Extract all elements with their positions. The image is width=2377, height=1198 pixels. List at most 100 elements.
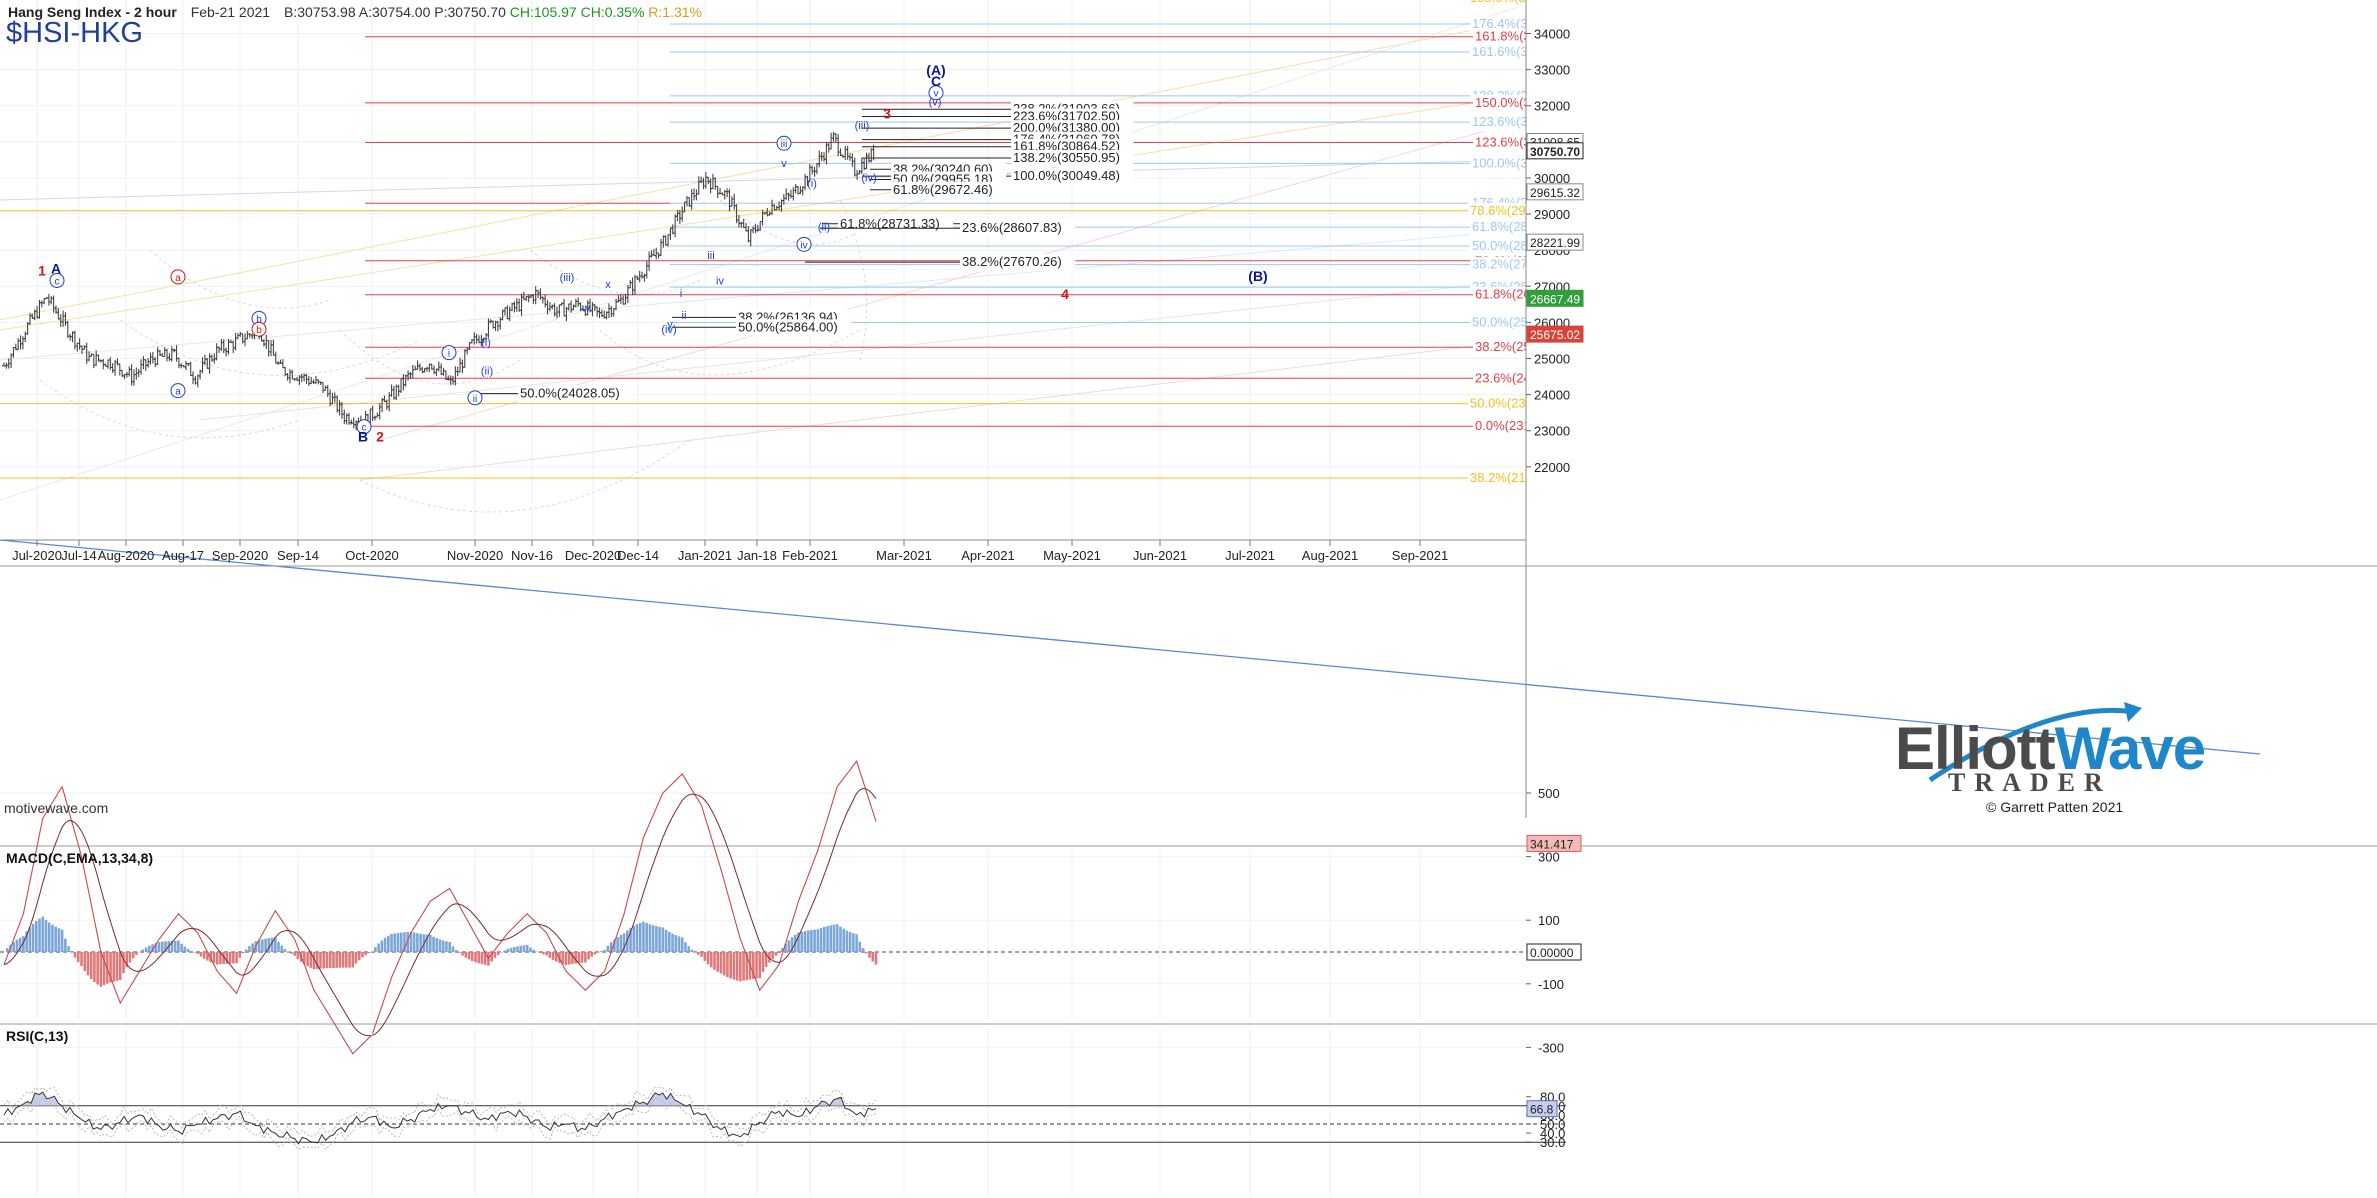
wave-label: w (581, 303, 590, 315)
wave-circle (49, 272, 65, 288)
time-axis-label: Jan-18 (737, 548, 777, 563)
projection-label: 38.2%(27670.26) (962, 254, 1062, 269)
header-change-pct: CH:0.35% (580, 4, 645, 20)
price-axis-marker-label: 28221.99 (1530, 236, 1580, 250)
wave-label: a (175, 387, 181, 398)
wave-label: i (680, 288, 682, 300)
projection-label: 50.0%(25864.00) (738, 319, 838, 334)
watermark: motivewave.com (4, 800, 109, 816)
wave-label: 1 (38, 262, 46, 278)
price-axis-label: 22000 (1534, 460, 1570, 475)
trend-fan-line (0, 4, 1525, 501)
wave-label: 2 (376, 429, 384, 445)
wave-label: (ii) (481, 366, 493, 378)
rsi-oversold-fill (317, 1142, 322, 1143)
wave-label: v (781, 158, 787, 170)
header-range: R:1.31% (648, 4, 702, 20)
copyright: © Garrett Patten 2021 (1986, 799, 2124, 815)
macd-value-marker (1526, 834, 1582, 852)
time-axis-label: Jan-2021 (678, 548, 732, 563)
wave-circle (251, 321, 267, 337)
price-axis-label: 23000 (1534, 424, 1570, 439)
header-change: CH:105.97 (509, 4, 577, 20)
price-axis-bg (1526, 0, 2377, 540)
price-axis-marker-label: 29615.32 (1530, 186, 1580, 200)
wave-circle (928, 85, 944, 101)
projection-label: 61.8%(29672.46) (893, 182, 993, 197)
header-price: P:30750.70 (434, 4, 506, 20)
wave-label: (iii) (855, 120, 870, 132)
price-axis-marker-label: 26667.49 (1530, 292, 1580, 306)
wave-label: ii (682, 310, 687, 322)
price-axis-label: 32000 (1534, 99, 1570, 114)
rsi-overbought-fill (50, 1096, 55, 1106)
wave-label: (B) (1248, 268, 1267, 284)
cycle-arc (719, 199, 861, 245)
price-axis-marker-label: 25675.02 (1530, 328, 1580, 342)
logo: ElliottWave (1895, 714, 2206, 783)
macd-axis-label: 300 (1538, 850, 1560, 865)
price-axis-label: 29000 (1534, 207, 1570, 222)
projection-label: 23.6%(28607.83) (962, 220, 1062, 235)
wave-label: (i) (807, 178, 817, 190)
time-axis-label: Dec-2020 (565, 548, 621, 563)
macd-line (3, 760, 877, 1055)
wave-label: v (934, 89, 939, 100)
wave-label: (A) (926, 62, 945, 78)
rsi-line (3, 1091, 877, 1145)
wave-circle (467, 390, 483, 406)
projection-label: 50.0%(24028.05) (520, 386, 620, 401)
wave-label: y (667, 319, 673, 331)
projection-label-bg (1011, 168, 1134, 186)
trend-fan-line (359, 339, 1525, 481)
rsi-axis-label: 40.0 (1540, 1126, 1565, 1141)
cycle-arc (529, 249, 701, 296)
time-axis-label: Mar-2021 (876, 548, 932, 563)
rsi-title: RSI(C,13) (6, 1028, 69, 1044)
time-axis-label: Feb-2021 (782, 548, 838, 563)
wave-label: c (55, 276, 60, 287)
trend-fan-line (0, 94, 1525, 331)
projection-label-bg (891, 181, 1007, 199)
logo-arrow-icon (2124, 702, 2142, 722)
time-axis-label: Apr-2021 (961, 548, 1014, 563)
cycle-arc (39, 379, 301, 439)
price-axis-label: 30000 (1534, 171, 1570, 186)
price-axis-label: 24000 (1534, 388, 1570, 403)
wave-label: (i) (481, 337, 491, 349)
instrument-title: Hang Seng Index - 2 hour (8, 4, 177, 20)
symbol-label: $HSI-HKG (6, 17, 143, 49)
time-axis-label: Jul-2020 (12, 548, 62, 563)
rsi-overbought-fill (821, 1101, 826, 1106)
trend-fan-line (0, 19, 1525, 321)
wave-label: (iv) (661, 324, 676, 336)
price-axis-label: 25000 (1534, 351, 1570, 366)
macd-signal-line (3, 787, 877, 1037)
wave-circle (170, 383, 186, 399)
time-axis-label: Sep-2020 (212, 548, 268, 563)
wave-label: 4 (1061, 286, 1069, 302)
rsi-overbought-fill (689, 1104, 694, 1106)
projection-label-bg (736, 319, 852, 337)
projection-label-bg (960, 254, 1076, 272)
rsi-overbought-fill (35, 1092, 39, 1106)
wave-label: (iv) (861, 173, 876, 185)
macd-value-label: 341.417 (1530, 837, 1574, 851)
wave-label: iv (716, 275, 724, 287)
rsi-overbought-fill (42, 1092, 47, 1106)
time-axis-label: Dec-14 (617, 548, 659, 563)
time-axis-label: May-2021 (1043, 548, 1101, 563)
rsi-overbought-fill (670, 1093, 675, 1106)
cycle-arc (339, 329, 521, 385)
price-axis-marker (1526, 142, 1584, 160)
rsi-overbought-fill (655, 1092, 659, 1106)
header-date: Feb-21 2021 (190, 4, 271, 20)
macd-value-label: 0.00000 (1530, 946, 1574, 960)
rsi-overbought-fill (833, 1098, 838, 1106)
price-axis-label: 34000 (1534, 27, 1570, 42)
wave-label: 3 (883, 105, 891, 121)
wave-circle (441, 345, 457, 361)
wave-label: b (256, 325, 262, 336)
time-axis-label: Nov-16 (511, 548, 553, 563)
